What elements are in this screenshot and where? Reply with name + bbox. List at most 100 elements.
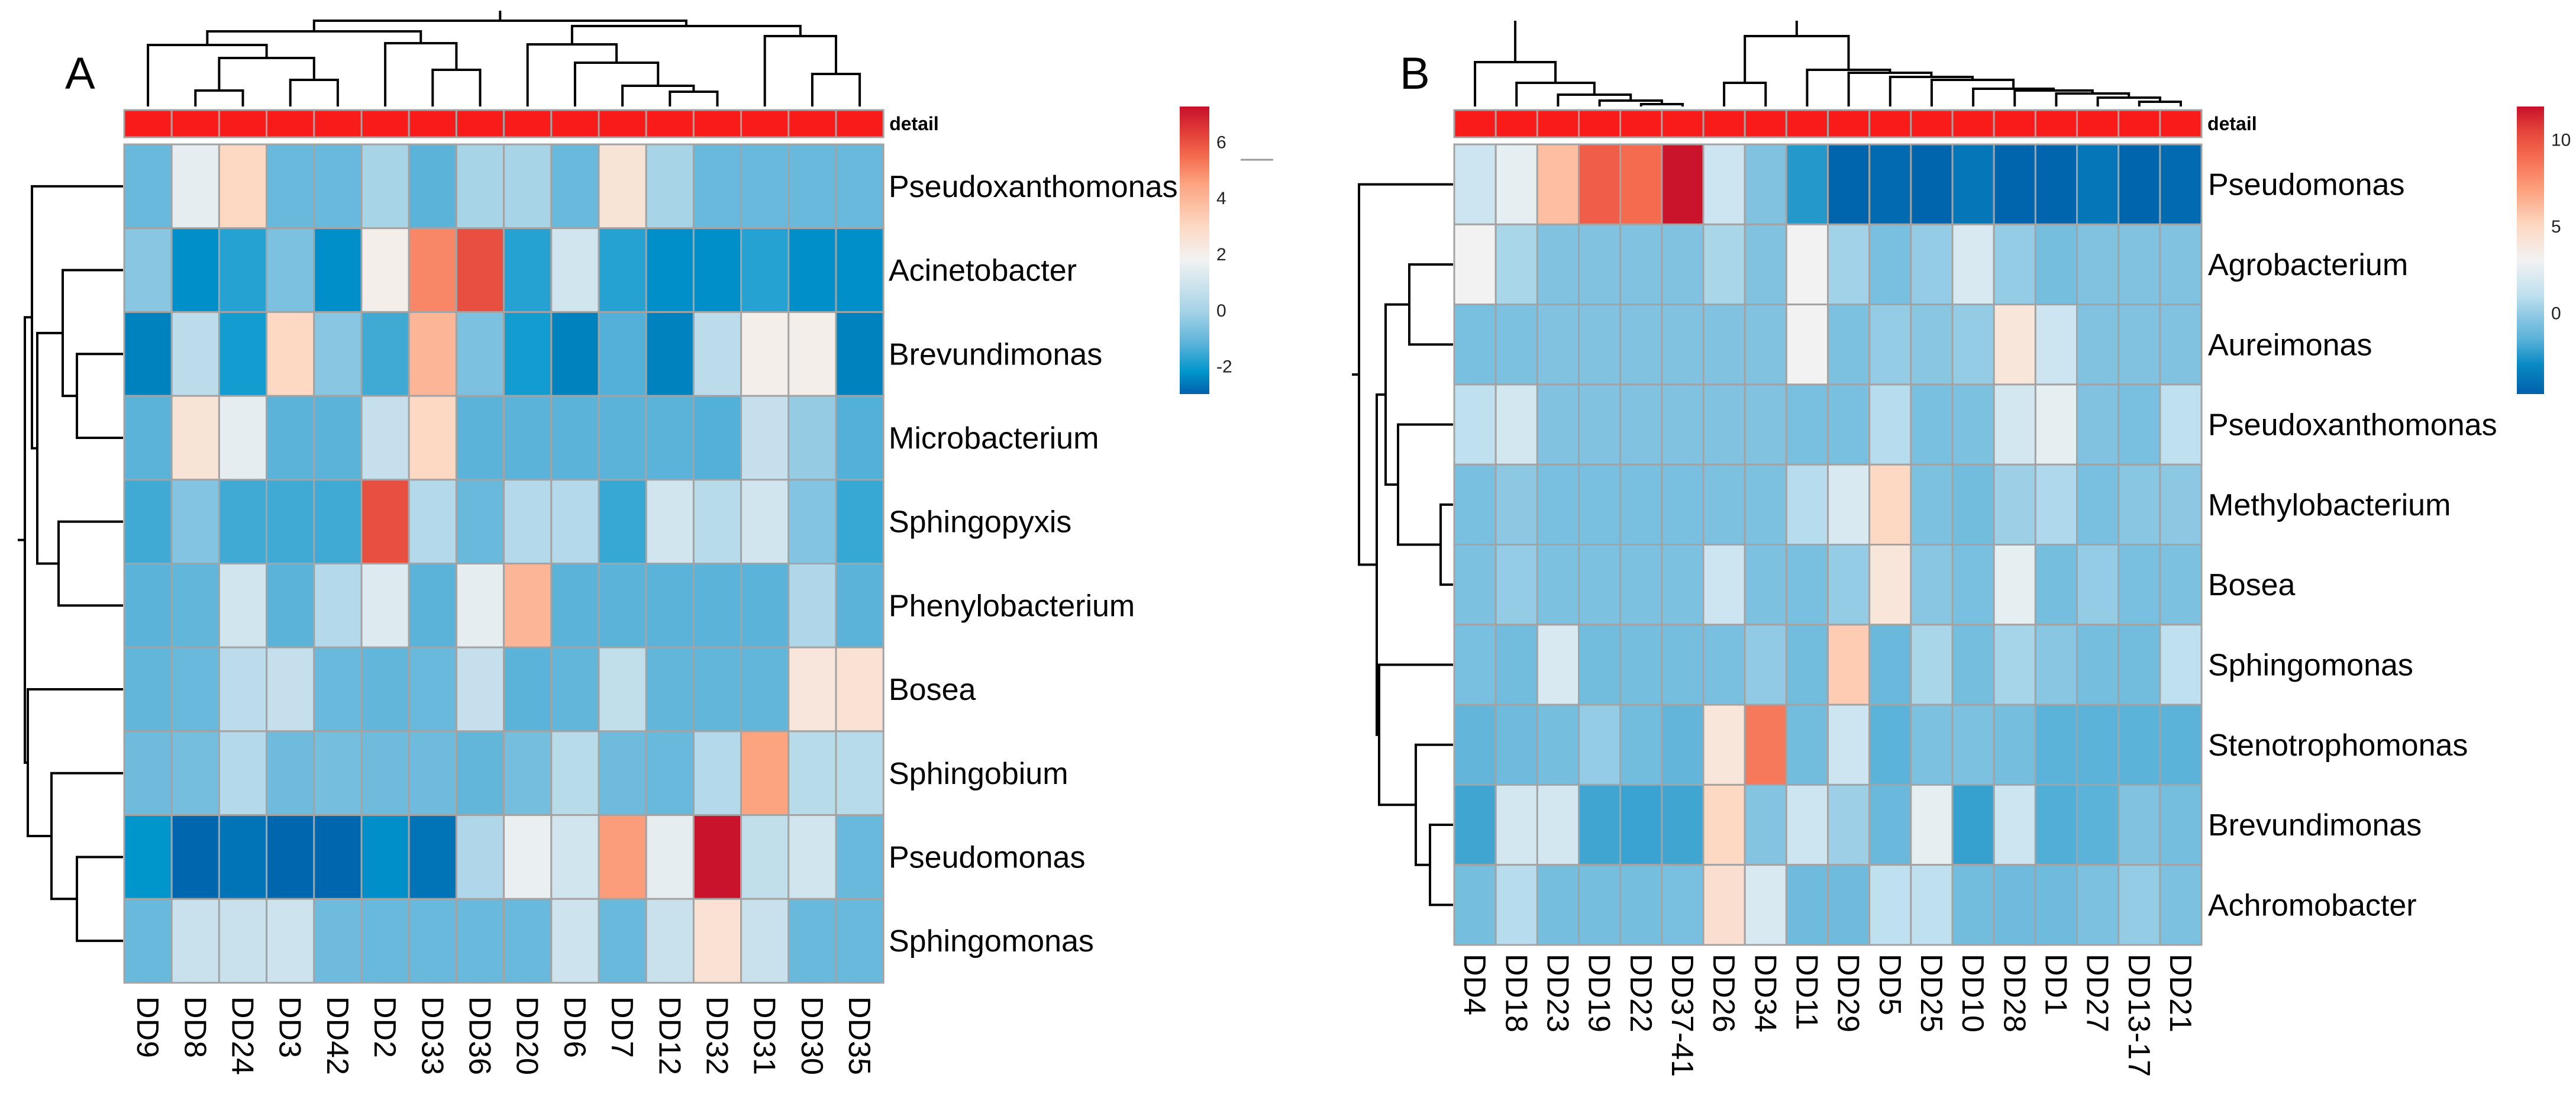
heatmap-cell bbox=[598, 395, 647, 481]
heatmap-cell bbox=[2159, 463, 2203, 546]
heatmap-cell bbox=[1827, 864, 1871, 946]
annotation-cell bbox=[2117, 109, 2161, 138]
heatmap-cell bbox=[1868, 463, 1912, 546]
heatmap-cell bbox=[1744, 783, 1787, 866]
row-label: Sphingopyxis bbox=[889, 505, 1071, 540]
heatmap-cell bbox=[2076, 703, 2120, 786]
heatmap-cell bbox=[1661, 223, 1705, 306]
heatmap-cell bbox=[1536, 703, 1580, 786]
column-label: DD7 bbox=[605, 996, 639, 1058]
heatmap-cell bbox=[2159, 223, 2203, 306]
heatmap-cell bbox=[218, 563, 268, 648]
heatmap-cell bbox=[1661, 624, 1705, 706]
heatmap-cell bbox=[1744, 864, 1787, 946]
heatmap-cell bbox=[1827, 703, 1871, 786]
annotation-cell bbox=[170, 109, 220, 138]
column-label: DD24 bbox=[225, 996, 260, 1075]
column-label: DD29 bbox=[1831, 954, 1865, 1032]
heatmap-cell bbox=[2076, 304, 2120, 386]
heatmap-cell bbox=[1453, 463, 1497, 546]
heatmap-cell bbox=[1619, 304, 1663, 386]
column-label: DD27 bbox=[2080, 954, 2115, 1032]
column-label: DD5 bbox=[1873, 954, 1907, 1015]
heatmap-cell bbox=[123, 395, 173, 481]
heatmap-cell bbox=[1785, 624, 1829, 706]
heatmap-cell bbox=[645, 730, 695, 817]
heatmap-cell bbox=[1578, 223, 1622, 306]
row-label: Acinetobacter bbox=[889, 254, 1077, 288]
heatmap-cell bbox=[692, 395, 743, 481]
column-label: DD34 bbox=[1748, 954, 1782, 1032]
heatmap-cell bbox=[835, 227, 885, 313]
heatmap-cell bbox=[1619, 624, 1663, 706]
row-dendrogram-branch bbox=[50, 772, 123, 901]
column-dendrogram bbox=[147, 11, 861, 107]
annotation-cell bbox=[1993, 109, 2036, 138]
heatmap-cell bbox=[1868, 864, 1912, 946]
color-legend-bar bbox=[2517, 107, 2544, 394]
heatmap-cell bbox=[1910, 703, 1954, 786]
heatmap-cell bbox=[787, 563, 837, 648]
heatmap-cell bbox=[1702, 463, 1746, 546]
heatmap-cell bbox=[1536, 383, 1580, 466]
column-label: DD23 bbox=[1540, 954, 1574, 1032]
color-legend-bar bbox=[1180, 107, 1209, 394]
annotation-cell bbox=[740, 109, 790, 138]
heatmap-cell bbox=[1827, 783, 1871, 866]
heatmap-cell bbox=[1951, 223, 1995, 306]
column-label: DD37-41 bbox=[1665, 954, 1699, 1077]
heatmap-cell bbox=[787, 814, 837, 900]
heatmap-cell bbox=[170, 479, 220, 564]
heatmap-cell bbox=[645, 395, 695, 481]
heatmap-panel-b: B detail Pseudomonas Agrobacterium Aureimon… bbox=[1352, 21, 2571, 1077]
column-dendrogram-branch bbox=[621, 85, 695, 107]
heatmap-cell bbox=[740, 479, 790, 564]
heatmap-cell bbox=[2076, 143, 2120, 225]
heatmap-cell bbox=[1578, 463, 1622, 546]
heatmap-cell bbox=[313, 227, 363, 313]
column-label: DD9 bbox=[130, 996, 164, 1058]
heatmap-cell bbox=[835, 814, 885, 900]
heatmap-cell bbox=[1661, 703, 1705, 786]
heatmap-cell bbox=[787, 479, 837, 564]
heatmap-cell bbox=[1661, 383, 1705, 466]
heatmap-cell bbox=[218, 814, 268, 900]
column-label: DD32 bbox=[700, 996, 734, 1075]
heatmap-cell bbox=[123, 646, 173, 732]
heatmap-cell bbox=[1993, 703, 2036, 786]
column-dendrogram-branch bbox=[2055, 92, 2130, 107]
heatmap-cell bbox=[1453, 703, 1497, 786]
heatmap-cell bbox=[1951, 143, 1995, 225]
column-dendrogram-branch bbox=[147, 44, 268, 107]
heatmap-cell bbox=[1910, 383, 1954, 466]
heatmap-cell bbox=[455, 479, 505, 564]
row-dendrogram-branch bbox=[1408, 263, 1453, 346]
annotation-cell bbox=[598, 109, 647, 138]
heatmap-cell bbox=[360, 395, 410, 481]
heatmap-cell bbox=[123, 814, 173, 900]
annotation-cell bbox=[1702, 109, 1746, 138]
heatmap-cell bbox=[1993, 143, 2036, 225]
heatmap-cell bbox=[170, 898, 220, 984]
heatmap-cell bbox=[313, 563, 363, 648]
heatmap-cell bbox=[645, 814, 695, 900]
heatmap-cell bbox=[266, 898, 315, 984]
heatmap-cell bbox=[740, 143, 790, 230]
heatmap-cell bbox=[2117, 463, 2161, 546]
heatmap-cell bbox=[2034, 383, 2078, 466]
heatmap-cell bbox=[1785, 223, 1829, 306]
heatmap-cell bbox=[1453, 544, 1497, 626]
column-label: DD33 bbox=[415, 996, 449, 1075]
heatmap-cell bbox=[170, 563, 220, 648]
heatmap-cell bbox=[1785, 463, 1829, 546]
row-label: Sphingomonas bbox=[2208, 648, 2413, 682]
heatmap-cell bbox=[360, 814, 410, 900]
annotation-cell bbox=[1785, 109, 1829, 138]
column-label: DD22 bbox=[1623, 954, 1658, 1032]
annotation-cell bbox=[503, 109, 553, 138]
heatmap-cell bbox=[2159, 783, 2203, 866]
heatmap-cell bbox=[550, 227, 600, 313]
heatmap-cell bbox=[266, 311, 315, 397]
heatmap-cell bbox=[787, 898, 837, 984]
